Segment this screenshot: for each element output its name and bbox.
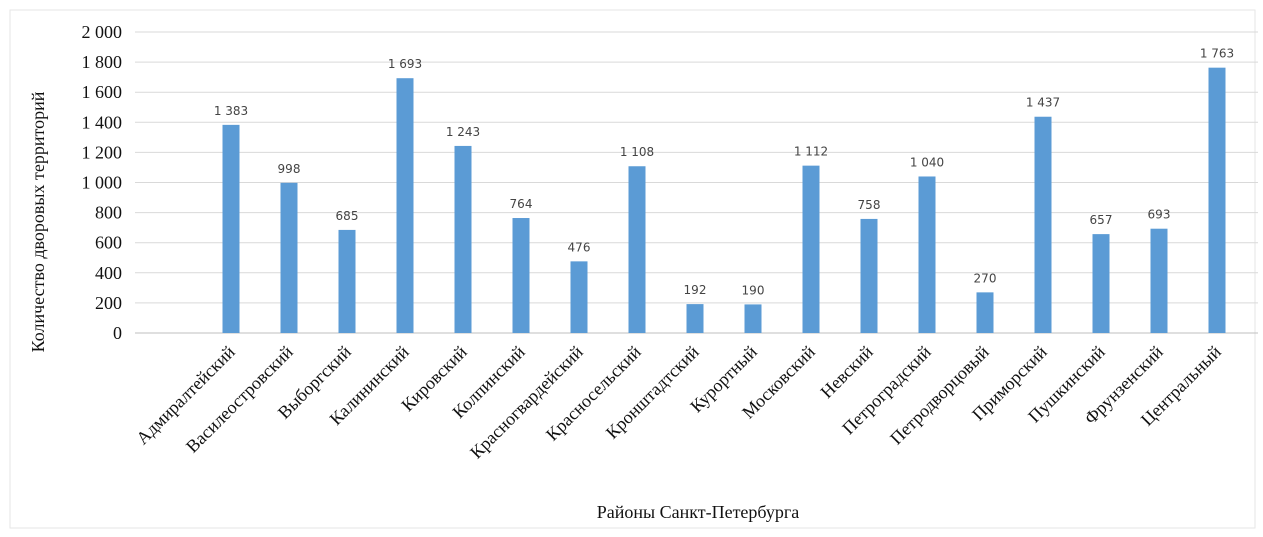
bar	[686, 304, 704, 333]
data-label: 270	[974, 271, 997, 285]
data-label: 190	[742, 283, 765, 297]
bar	[338, 229, 356, 333]
bar	[1150, 228, 1168, 333]
y-tick-label: 1 800	[82, 52, 123, 72]
data-label: 764	[510, 197, 533, 211]
y-tick-label: 400	[95, 263, 122, 283]
data-label: 1 437	[1026, 96, 1060, 110]
bar	[744, 304, 762, 333]
bars	[222, 67, 1226, 334]
data-labels: 1 383 998 685 1 693 1 243 764 476 1 108 192 190 1 …	[214, 47, 1234, 298]
y-tick-label: 200	[95, 293, 122, 313]
data-label: 657	[1090, 213, 1113, 227]
data-label: 1 763	[1200, 47, 1234, 61]
y-axis-label: Количество дворовых территорий	[28, 91, 48, 352]
bar	[860, 218, 878, 333]
bar	[1034, 116, 1052, 333]
data-label: 1 693	[388, 57, 422, 71]
data-label: 1 040	[910, 155, 944, 169]
y-tick-label: 0	[113, 323, 122, 343]
bar	[1092, 234, 1110, 333]
y-tick-label: 1 000	[82, 173, 123, 193]
data-label: 476	[568, 240, 591, 254]
bar	[802, 165, 820, 333]
data-label: 1 112	[794, 145, 828, 159]
bar	[570, 261, 588, 333]
y-tick-label: 600	[95, 233, 122, 253]
bar	[1208, 67, 1226, 333]
data-label: 693	[1148, 208, 1171, 222]
data-label: 1 108	[620, 145, 654, 159]
y-tick-label: 1 600	[82, 82, 123, 102]
bar	[222, 124, 240, 334]
bar	[628, 166, 646, 333]
data-label: 685	[336, 209, 359, 223]
bar	[454, 145, 472, 333]
data-label: 1 383	[214, 104, 248, 118]
y-tick-label: 1 200	[82, 142, 123, 162]
y-axis-ticks: 0 200 400 600 800 1 000 1 200 1 400 1 600 1 800 2 …	[82, 22, 123, 343]
bar	[918, 176, 936, 333]
data-label: 758	[858, 198, 881, 212]
y-tick-label: 1 400	[82, 112, 123, 132]
bar	[280, 182, 298, 333]
gridlines	[135, 31, 1258, 334]
y-tick-label: 2 000	[82, 22, 123, 42]
data-label: 192	[684, 283, 707, 297]
data-label: 998	[278, 162, 301, 176]
y-tick-label: 800	[95, 203, 122, 223]
x-axis-label: Районы Санкт-Петербурга	[597, 502, 800, 522]
data-label: 1 243	[446, 125, 480, 139]
bar	[512, 218, 530, 333]
bar	[396, 78, 414, 334]
bar	[976, 292, 994, 333]
